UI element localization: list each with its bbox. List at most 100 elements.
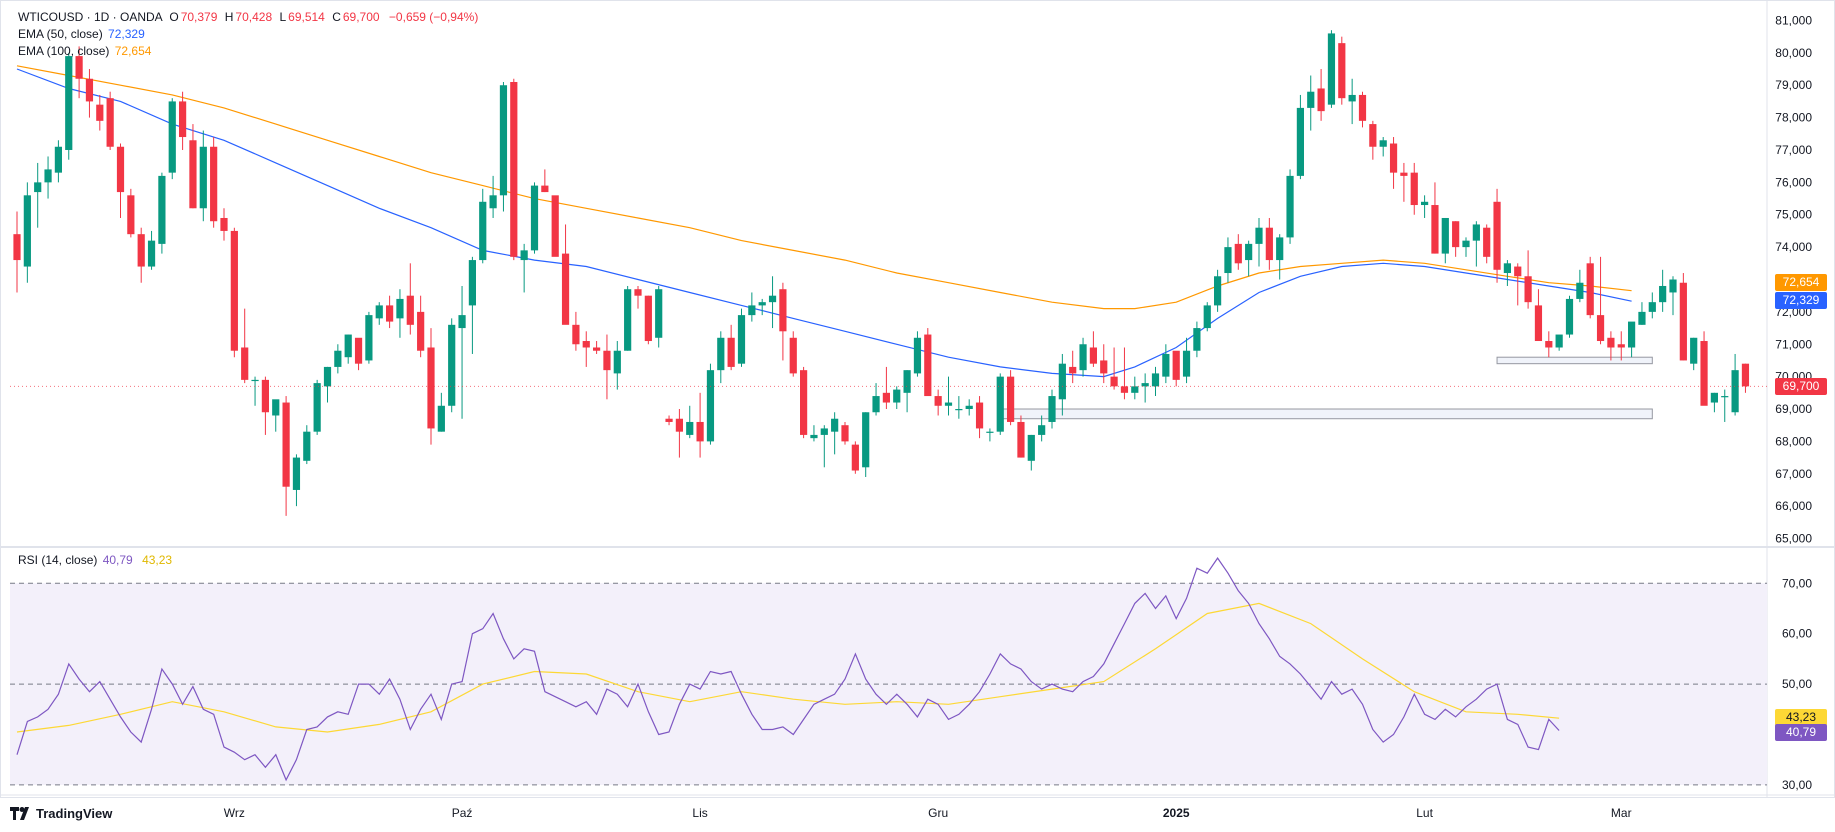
candle-body [1400,172,1408,176]
candle-body [1503,263,1511,274]
candle-body [893,389,901,403]
candle-body [644,295,652,342]
candle-body [1565,298,1574,335]
candle-body [975,402,984,429]
rsi-value: 40,79 [102,553,133,567]
candle-body [882,392,890,403]
candle-body [603,350,611,371]
candle-body [1162,353,1170,377]
candle-body [251,379,259,382]
ema50-price-badge: 72,329 [1775,292,1827,310]
candle-body [1327,33,1336,105]
candle-body [593,347,601,351]
candle-body [996,376,1004,432]
low-value: 69,514 [288,10,325,24]
price-tick-label: 66,000 [1775,499,1812,513]
change-value: −0,659 (−0,94%) [388,10,479,24]
candle-body [334,350,342,367]
candle-body [1224,247,1232,274]
ema100-legend[interactable]: EMA (100, close) 72,654 [18,43,155,60]
candle-body [1669,279,1677,293]
high-label: H [224,10,234,24]
open-label: O [169,10,179,24]
ema50-line [16,68,1632,378]
candle-body [65,56,73,150]
candle-body [158,175,166,244]
candle-body [1058,363,1066,400]
candle-body [499,85,508,196]
candle-body [1452,221,1460,248]
candle-body [344,334,352,358]
candle-body [1131,386,1139,393]
tradingview-brand[interactable]: TradingView [10,806,112,823]
rsi-legend[interactable]: RSI (14, close) 40,79 43,23 [18,552,176,569]
candle-body [655,289,663,338]
candle-body [789,337,797,374]
candle-body [1721,396,1729,398]
candle-body [427,347,435,429]
time-axis-label: Wrz [224,806,245,820]
rsi-tick-label: 30,00 [1782,778,1812,792]
candle-body [1648,302,1656,312]
low-label: L [279,10,287,24]
candle-body [551,195,559,257]
candle-body [1389,143,1398,173]
candle-body [1379,140,1387,147]
candle-body [572,324,580,345]
candle-body [1048,396,1056,422]
candle-body [1586,263,1594,316]
candle-body [396,298,404,319]
ema50-legend[interactable]: EMA (50, close) 72,329 [18,26,149,43]
candle-body [1700,341,1708,406]
candle-body [1710,392,1718,403]
candle-body [313,383,321,432]
candle-body [1431,205,1439,254]
ema100-price-badge: 72,654 [1775,274,1827,292]
candle-body [116,146,125,193]
price-tick-label: 79,000 [1775,78,1812,92]
close-label: C [332,10,341,24]
ema100-value: 72,654 [114,44,152,58]
ema50-label: EMA (50, close) [18,27,103,41]
candle-body [582,341,590,348]
candle-body [675,418,683,432]
support-zone [1496,356,1653,365]
candle-body [137,234,145,267]
candle-body [1141,383,1149,387]
price-tick-label: 77,000 [1775,143,1812,157]
candle-body [1638,311,1646,325]
candle-body [530,185,539,251]
candle-body [831,418,839,432]
candle-body [23,195,31,267]
support-zone [999,408,1653,420]
candle-body [913,337,922,374]
candle-body [986,431,994,433]
candle-body [510,81,518,257]
candle-body [696,421,704,442]
candle-body [924,334,932,397]
candle-body [292,457,301,490]
candle-body [1100,360,1108,374]
candle-body [520,250,528,261]
last-price-badge: 69,700 [1775,377,1827,395]
rsi-line [16,557,1560,782]
candle-body [34,182,42,193]
candle-body [1596,315,1605,342]
candle-body [1234,243,1242,264]
candle-body [1534,305,1543,342]
ema50-value: 72,329 [108,27,145,41]
brand-label: TradingView [36,806,113,821]
candle-body [1317,88,1325,112]
candle-body [1151,373,1160,387]
price-tick-label: 80,000 [1775,46,1812,60]
candle-body [561,253,570,325]
price-tick-label: 78,000 [1775,111,1812,125]
candle-body [1679,282,1687,361]
candle-body [1472,224,1480,241]
candle-body [634,289,642,296]
high-value: 70,428 [235,10,273,24]
candle-body [220,217,228,231]
candle-body [44,169,52,183]
candle-body [1555,334,1563,348]
